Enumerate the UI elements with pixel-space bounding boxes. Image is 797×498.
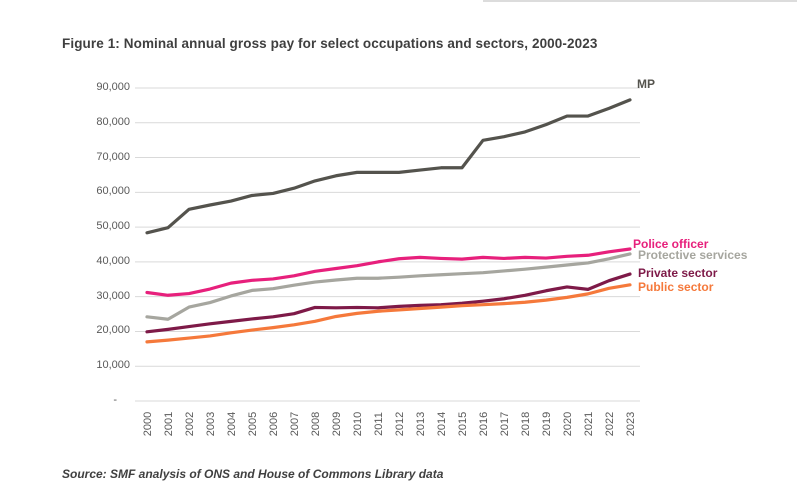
x-axis-tick-label: 2010 (352, 411, 364, 437)
x-axis-tick-label: 2008 (310, 411, 322, 437)
x-axis-tick-label: 2021 (583, 411, 595, 437)
series-label-police-officer: Police officer (633, 237, 709, 251)
y-axis-tick-label: 30,000 (96, 289, 130, 302)
x-axis-tick-label: 2011 (373, 412, 385, 436)
x-axis-tick-label: 2009 (331, 411, 343, 437)
x-axis-tick-label: 2017 (499, 411, 511, 437)
chart-area: - 10,000 20,000 30,000 40,000 50,000 60,000 70,… (96, 77, 748, 437)
series-label-mp: MP (637, 77, 655, 91)
x-axis-tick-label: 2006 (268, 411, 280, 437)
series-label-private-sector: Private sector (638, 266, 718, 280)
series-line-police-officer (145, 247, 632, 297)
x-axis-tick-label: 2007 (289, 411, 301, 437)
y-axis-tick-label: 90,000 (96, 81, 130, 93)
top-edge-strip (483, 0, 797, 2)
series-line-public-sector (145, 283, 632, 344)
x-axis-tick-label: 2015 (457, 411, 469, 437)
x-axis-tick-label: 2013 (415, 411, 427, 437)
y-axis-tick-label: 20,000 (96, 324, 130, 337)
series-line-protective-services (145, 252, 632, 321)
series-label-protective-services: Protective services (638, 248, 748, 262)
x-axis-tick-label: 2001 (163, 411, 175, 437)
x-axis-tick-label: 2018 (520, 411, 532, 437)
y-axis-tick-label: 40,000 (96, 254, 130, 267)
series-line-mp (145, 98, 632, 235)
x-axis-tick-label: 2014 (436, 411, 448, 437)
x-axis-tick-label: 2023 (625, 411, 637, 437)
y-axis-tick-label: - (113, 394, 117, 406)
y-axis-tick-label: 70,000 (96, 150, 130, 163)
series-label-public-sector: Public sector (638, 280, 714, 294)
x-axis-tick-label: 2002 (184, 411, 196, 437)
x-axis-tick-label: 2004 (226, 411, 238, 437)
x-axis-tick-label: 2022 (604, 411, 616, 437)
x-axis-tick-label: 2020 (562, 411, 574, 437)
y-axis-tick-label: 80,000 (96, 115, 130, 128)
x-axis-tick-label: 2005 (247, 411, 259, 437)
series-line-private-sector (145, 272, 632, 334)
x-axis-tick-label: 2003 (205, 411, 217, 437)
y-axis-tick-label: 10,000 (96, 359, 130, 372)
x-axis-tick-label: 2019 (541, 411, 553, 437)
y-axis-tick-label: 50,000 (96, 220, 130, 233)
y-axis-tick-label: 60,000 (96, 185, 130, 198)
x-axis-tick-label: 2000 (142, 411, 154, 437)
plot-svg (135, 87, 640, 402)
x-axis-tick-label: 2016 (478, 411, 490, 437)
source-note: Source: SMF analysis of ONS and House of… (62, 467, 444, 481)
x-axis-tick-label: 2012 (394, 411, 406, 437)
chart-title: Figure 1: Nominal annual gross pay for s… (62, 36, 598, 51)
